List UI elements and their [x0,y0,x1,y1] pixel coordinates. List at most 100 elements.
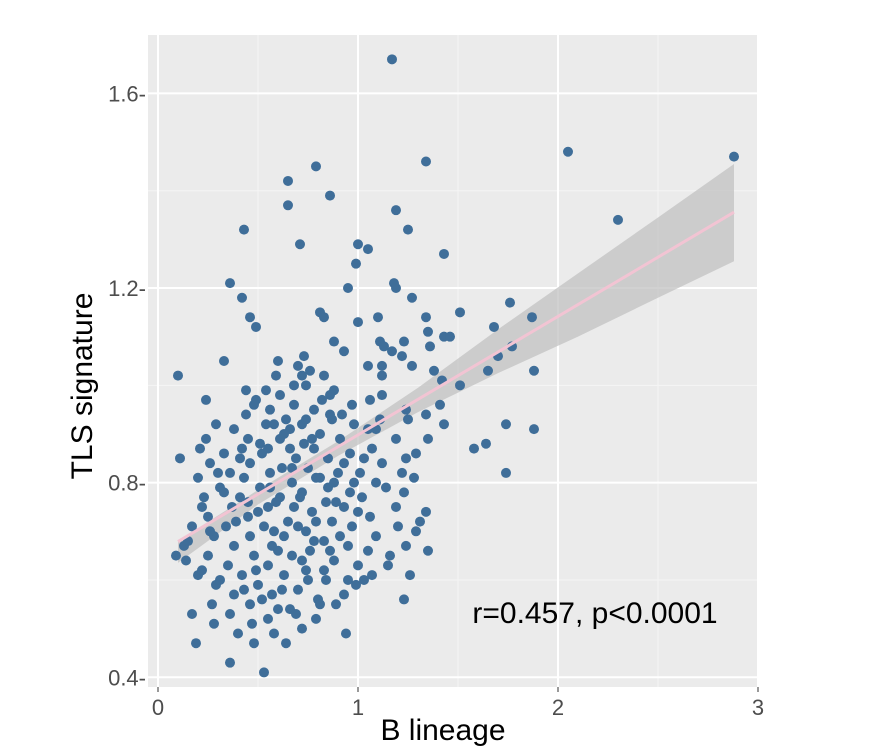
data-point [181,555,191,566]
data-point [245,458,255,469]
data-point [239,472,249,483]
data-point [307,433,317,444]
data-point [273,604,283,615]
data-point [233,628,243,639]
data-point [263,560,273,571]
data-point [287,463,297,474]
data-point [505,297,515,308]
data-point [339,501,349,512]
data-point [377,390,387,401]
data-point [285,443,295,454]
data-point [435,399,445,410]
data-point [269,628,279,639]
data-point [277,463,287,474]
data-point [187,609,197,620]
data-point [311,472,321,483]
data-point [403,414,413,425]
data-point [255,438,265,449]
data-point [309,404,319,415]
data-point [411,526,421,537]
data-point [337,409,347,420]
data-point [439,419,449,430]
data-point [203,550,213,561]
data-point [219,448,229,459]
data-point [423,326,433,337]
data-point [563,146,573,157]
data-point [391,283,401,294]
data-point [325,409,335,420]
data-point [315,599,325,610]
data-point [247,618,257,629]
data-point [191,638,201,649]
data-point [295,239,305,250]
data-point [399,336,409,347]
data-point [729,151,739,162]
data-point [393,521,403,532]
data-point [353,239,363,250]
data-point [335,531,345,542]
data-point [309,443,319,454]
data-point [197,501,207,512]
data-point [277,584,287,595]
data-point [355,467,365,478]
data-point [245,312,255,323]
data-point [259,521,269,532]
data-point [331,497,341,508]
data-point [353,560,363,571]
data-point [241,385,251,396]
data-point [297,370,307,381]
data-point [353,506,363,517]
data-point [289,380,299,391]
data-point [445,331,455,342]
data-point [281,414,291,425]
data-point [237,570,247,581]
data-point [349,419,359,430]
data-point [365,511,375,522]
data-point [351,579,361,590]
data-point [407,360,417,371]
data-point [251,565,261,576]
data-point [267,589,277,600]
data-point [171,550,181,561]
data-point [367,443,377,454]
data-point [323,482,333,493]
data-point [213,467,223,478]
data-point [295,492,305,503]
data-point [481,438,491,449]
data-point [469,443,479,454]
data-point [265,404,275,415]
data-point [421,506,431,517]
data-point [455,307,465,318]
data-point [529,424,539,435]
data-point [325,545,335,556]
data-point [321,497,331,508]
data-point [249,638,259,649]
data-point [391,433,401,444]
data-point [229,424,239,435]
data-point [527,312,537,323]
y-tick-label: 1.6- [108,81,146,106]
data-point [225,609,235,620]
data-point [613,214,623,225]
data-point [219,487,229,498]
data-point [245,531,255,542]
data-point [243,511,253,522]
data-point [287,550,297,561]
data-point [345,448,355,459]
data-point [263,501,273,512]
data-point [425,341,435,352]
data-point [391,205,401,216]
data-point [315,428,325,439]
data-point [401,540,411,551]
data-point [349,477,359,488]
regression-line [177,210,735,543]
data-point [279,531,289,542]
x-tick-label: 2 [552,695,564,720]
data-point [423,545,433,556]
data-point [283,200,293,211]
data-point [501,467,511,478]
data-point [333,467,343,478]
data-point [371,477,381,488]
data-point [265,467,275,478]
data-point [259,667,269,678]
